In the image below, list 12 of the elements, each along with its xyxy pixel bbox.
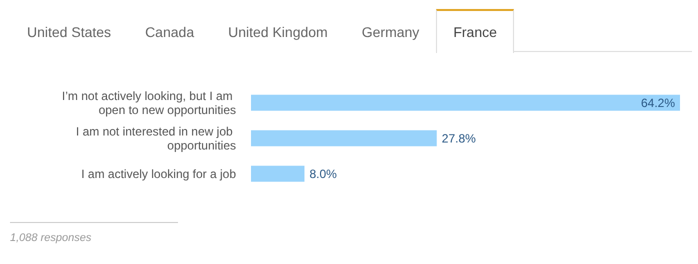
- text: France: [436, 9, 514, 53]
- text: Germany: [344, 9, 436, 53]
- data-label: 27.8%: [442, 131, 476, 146]
- y-tick-label: I am not interested in new job opportunities: [76, 124, 236, 152]
- text: United States: [10, 9, 128, 53]
- text: 1,088 responses: [10, 232, 92, 244]
- y-tick-label: I am actively looking for a job: [81, 166, 236, 181]
- text: United Kingdom: [211, 9, 345, 53]
- data-label: 64.2%: [640, 96, 676, 110]
- text: Canada: [128, 9, 212, 53]
- y-tick-label: I’m not actively looking, but I am open to new opportunities: [62, 88, 236, 117]
- data-label: 8.0%: [309, 166, 338, 181]
